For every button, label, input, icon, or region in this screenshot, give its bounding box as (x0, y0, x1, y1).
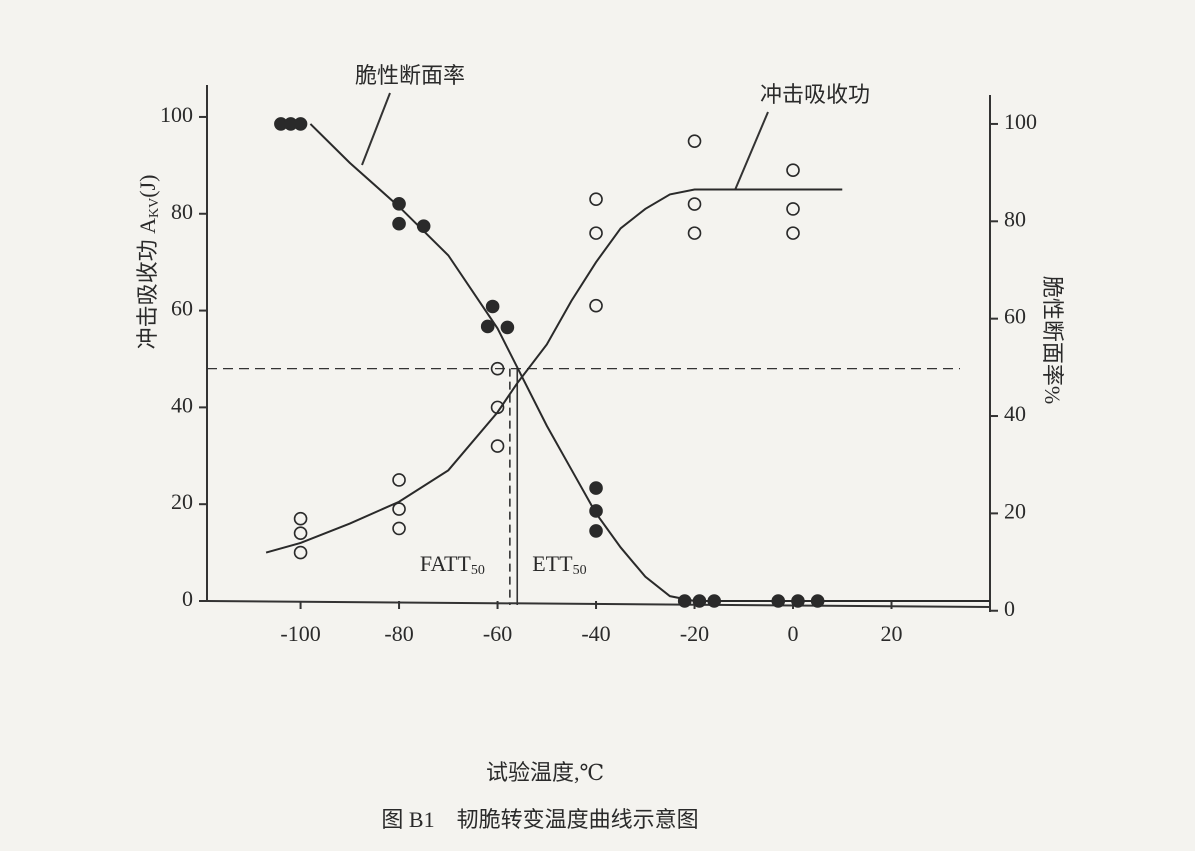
data-point (589, 481, 603, 495)
marker-label: FATT50 (420, 551, 485, 578)
x-tick-label: -80 (384, 621, 413, 646)
y-axis-label-text: 冲击吸收功 AKV(J) (135, 175, 162, 350)
data-point (786, 202, 800, 216)
data-point (500, 320, 515, 335)
data-point (392, 196, 406, 211)
series-annotation: 冲击吸收功 (760, 82, 870, 107)
y-tick-label: 0 (182, 586, 193, 611)
fit-curve (265, 188, 843, 554)
y-tick-label: 100 (160, 102, 193, 127)
marker-label: ETT50 (532, 551, 586, 578)
x-tick-label: -60 (483, 621, 512, 646)
y-tick-label: 20 (171, 489, 193, 514)
data-point (392, 216, 406, 231)
caption: 图 B1 韧脆转变温度曲线示意图 (381, 807, 698, 832)
data-point (392, 521, 406, 536)
y2-tick-label: 80 (1004, 206, 1026, 231)
y2-axis-label: 脆性断面率% (1040, 276, 1065, 404)
data-point (589, 504, 603, 518)
data-point (810, 594, 825, 608)
data-point (589, 524, 603, 538)
x-tick-label: 0 (788, 621, 799, 646)
data-point (687, 134, 702, 148)
data-point (392, 502, 406, 516)
data-point (589, 192, 603, 207)
data-point (786, 163, 800, 177)
y2-tick-label: 20 (1004, 498, 1026, 523)
data-point (677, 594, 692, 608)
data-point (707, 594, 722, 608)
marker-label-sub: 50 (573, 563, 587, 578)
data-point (490, 361, 505, 376)
x-tick-label: -100 (280, 621, 320, 646)
marker-label-sub: 50 (471, 563, 485, 578)
data-point (687, 226, 702, 240)
x-tick-label: -20 (680, 621, 709, 646)
x-tick-label: 20 (881, 621, 903, 646)
data-point (771, 594, 786, 608)
y-axis-label: 冲击吸收功 AKV(J) (135, 175, 162, 350)
y-tick-label: 40 (171, 392, 193, 417)
x-axis-label: 试验温度,℃ (486, 760, 604, 785)
data-point (791, 594, 805, 608)
data-point (293, 511, 308, 526)
marker-label-main: ETT (532, 551, 573, 576)
series-annotation: 脆性断面率 (355, 63, 465, 88)
data-point (786, 226, 800, 240)
data-point (392, 473, 406, 487)
x-tick-label: -40 (581, 621, 610, 646)
data-point (485, 299, 500, 314)
data-point (589, 298, 603, 313)
data-point (589, 226, 603, 240)
y-tick-label: 80 (171, 199, 193, 224)
data-point (687, 197, 702, 211)
marker-label-main: FATT (420, 551, 471, 576)
data-point (490, 439, 505, 453)
y2-tick-label: 0 (1004, 596, 1015, 621)
data-point (416, 219, 431, 233)
data-point (293, 526, 308, 541)
data-point (692, 594, 707, 608)
data-point (293, 545, 308, 560)
y2-tick-label: 100 (1004, 109, 1037, 134)
data-point (490, 400, 505, 415)
data-point (480, 319, 495, 334)
leader-line (734, 111, 769, 191)
x-axis (206, 600, 991, 608)
data-point (293, 117, 308, 131)
y2-tick-label: 40 (1004, 401, 1026, 426)
y-tick-label: 60 (171, 296, 193, 321)
y2-tick-label: 60 (1004, 304, 1026, 329)
fit-curve (309, 123, 990, 602)
leader-line (361, 92, 391, 166)
